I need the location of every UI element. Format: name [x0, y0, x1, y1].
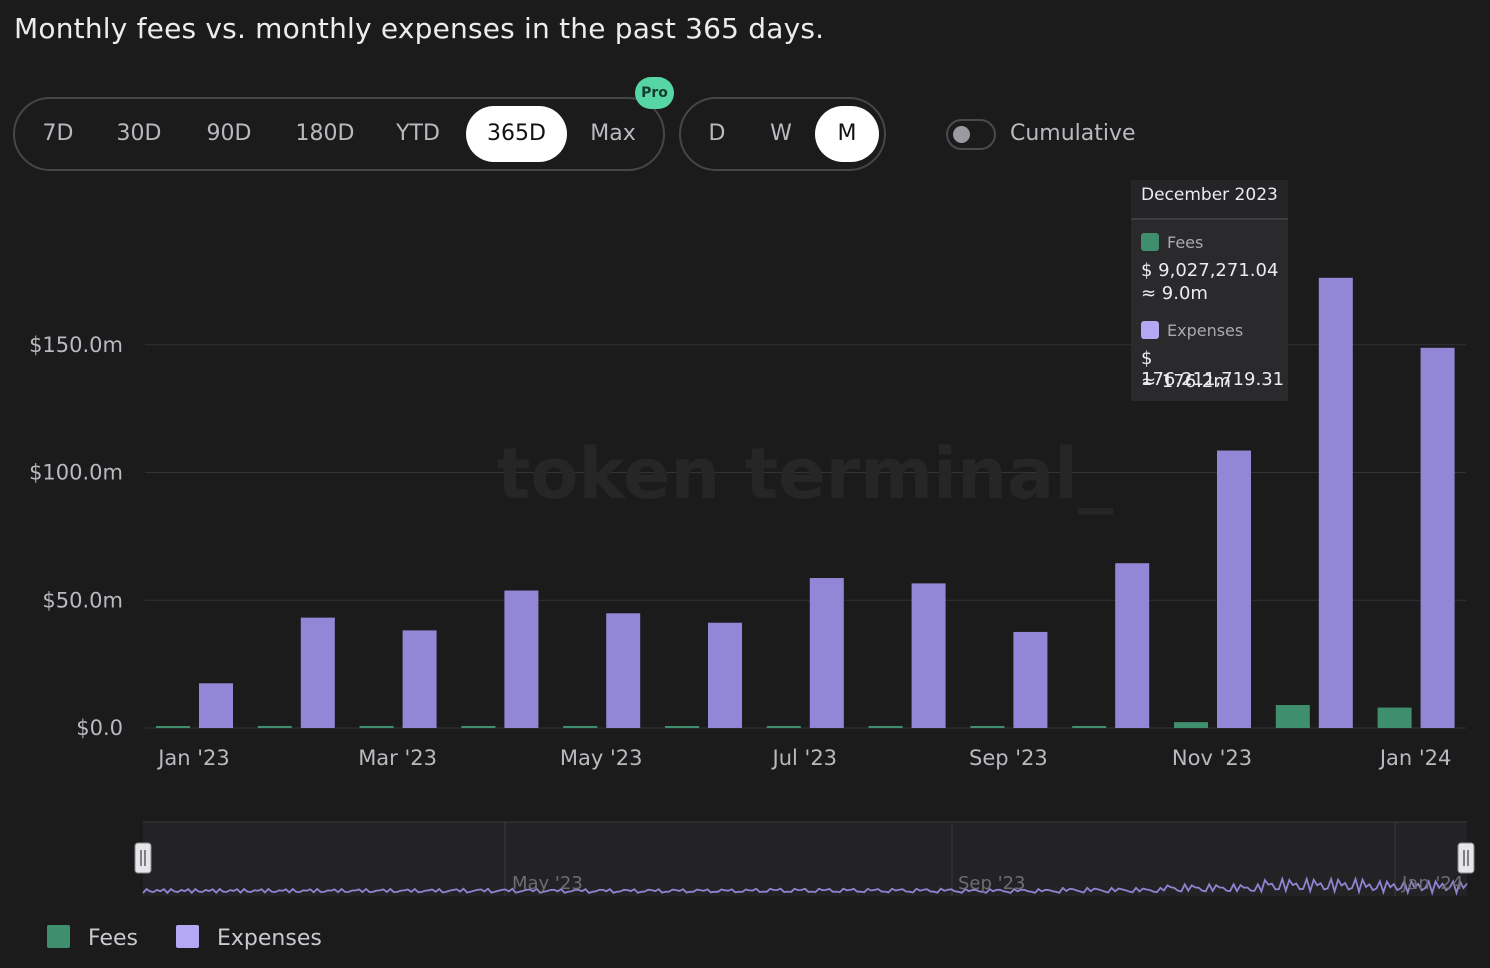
fees-bar — [1377, 707, 1412, 728]
range-button-180d[interactable]: 180D — [295, 121, 355, 146]
page-title: Monthly fees vs. monthly expenses in the… — [14, 12, 825, 45]
expenses-bar — [1420, 347, 1455, 728]
range-button-30d[interactable]: 30D — [116, 121, 162, 146]
fees-bar — [665, 726, 699, 728]
expenses-bar — [708, 622, 742, 728]
x-tick-label: May '23 — [560, 746, 643, 770]
navigator-background — [143, 822, 1467, 896]
navigator-label: Sep '23 — [958, 873, 1026, 894]
watermark: token terminal_ — [497, 433, 1113, 515]
expenses-bar — [809, 578, 844, 728]
expenses-bar — [402, 630, 437, 728]
fees-bar — [359, 725, 394, 728]
expenses-bar — [199, 683, 233, 728]
range-button-ytd[interactable]: YTD — [396, 121, 440, 146]
tooltip-expenses-row: Expenses — [1141, 320, 1243, 341]
expenses-bar — [1013, 631, 1048, 728]
x-tick-label: Jan '23 — [156, 746, 230, 770]
navigator-sparkline — [142, 875, 1468, 897]
x-tick-label: Sep '23 — [969, 746, 1048, 770]
range-navigator: May '23 Sep '23 Jan '24 — [134, 821, 1475, 897]
expenses-bar — [504, 590, 539, 728]
fees-bar — [1072, 725, 1107, 728]
fees-bar — [970, 725, 1005, 728]
range-button-max[interactable]: Max — [590, 121, 636, 146]
y-axis: $0.0 $50.0m $100.0m $150.0m — [29, 333, 123, 740]
expenses-legend-swatch — [176, 925, 199, 948]
expenses-bar — [1115, 563, 1150, 728]
fees-legend-swatch — [47, 925, 70, 948]
chart-bars — [156, 277, 1455, 728]
granularity-button-week[interactable]: W — [770, 121, 792, 146]
fees-swatch — [1141, 233, 1159, 251]
range-button-365d[interactable]: 365D — [466, 106, 567, 162]
legend-fees-label: Fees — [88, 926, 138, 951]
range-button-90d[interactable]: 90D — [206, 121, 252, 146]
tooltip-fees-value: $ 9,027,271.04 — [1141, 260, 1279, 281]
cumulative-toggle[interactable] — [946, 119, 996, 150]
x-tick-label: Jul '23 — [771, 746, 838, 770]
expenses-bar — [300, 617, 335, 728]
expenses-bar — [1217, 450, 1251, 728]
y-tick-label: $50.0m — [42, 588, 123, 612]
y-tick-label: $150.0m — [29, 333, 123, 357]
fees-bar — [766, 725, 801, 728]
expenses-bar — [911, 583, 946, 728]
expenses-bar — [606, 613, 641, 728]
tooltip-expenses-approx: ≈ 176.2m — [1141, 371, 1231, 392]
granularity-button-day[interactable]: D — [708, 121, 726, 146]
range-selector: 7D 30D 90D 180D YTD 365D Max — [13, 97, 665, 171]
navigator-handle-right[interactable] — [1457, 842, 1475, 874]
legend-item-expenses[interactable]: Expenses — [176, 925, 322, 951]
chart-gridlines — [145, 344, 1466, 729]
tooltip-fees-row: Fees — [1141, 232, 1203, 253]
y-tick-label: $100.0m — [29, 461, 123, 485]
legend-item-fees[interactable]: Fees — [47, 925, 138, 951]
expenses-bar — [1318, 277, 1353, 728]
tooltip-fees-label: Fees — [1167, 233, 1204, 252]
navigator-label: Jan '24 — [1401, 873, 1463, 894]
legend-expenses-label: Expenses — [217, 926, 322, 951]
fees-bar — [1275, 705, 1310, 728]
granularity-selector: D W M — [679, 97, 886, 171]
tooltip-fees-approx: ≈ 9.0m — [1141, 283, 1208, 304]
x-tick-label: Jan '24 — [1378, 746, 1452, 770]
range-button-7d[interactable]: 7D — [42, 121, 74, 146]
fees-bar — [563, 725, 598, 728]
granularity-button-month[interactable]: M — [815, 106, 879, 162]
toggle-knob — [953, 126, 970, 143]
fees-bar — [257, 725, 292, 728]
pro-badge: Pro — [635, 77, 674, 109]
fees-bar — [1174, 722, 1208, 728]
x-tick-label: Mar '23 — [358, 746, 437, 770]
fees-bar — [156, 726, 190, 728]
x-tick-label: Nov '23 — [1172, 746, 1252, 770]
tooltip-expenses-value: $ 176,211,719.31 — [1141, 348, 1285, 390]
navigator-handle-left[interactable] — [134, 842, 152, 874]
y-tick-label: $0.0 — [76, 716, 123, 740]
fees-bar — [461, 725, 496, 728]
fees-bar — [868, 725, 903, 728]
expenses-swatch — [1141, 321, 1159, 339]
navigator-label: May '23 — [512, 873, 583, 894]
cumulative-label: Cumulative — [1010, 121, 1136, 146]
tooltip-header: December 2023 — [1131, 180, 1288, 220]
x-axis: Jan '23 Mar '23 May '23 Jul '23 Sep '23 Nov '… — [156, 746, 1451, 770]
tooltip-expenses-label: Expenses — [1167, 321, 1244, 340]
chart-tooltip: December 2023 Fees $ 9,027,271.04 ≈ 9.0m… — [1131, 180, 1288, 401]
